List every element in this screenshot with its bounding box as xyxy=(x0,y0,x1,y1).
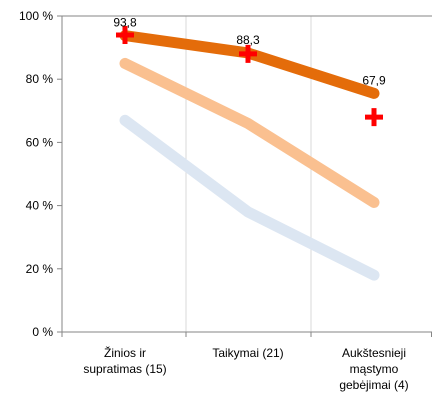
axes xyxy=(61,15,432,333)
y-tick-label: 40 % xyxy=(26,199,54,213)
category-label: Aukštesnieji mąstymo gebėjimai (4) xyxy=(339,346,408,392)
y-axis-ticks: 0 % 20 % 40 % 60 % 80 % 100 % xyxy=(19,9,432,339)
cross-marker xyxy=(239,44,257,63)
data-label: 67,9 xyxy=(362,73,386,87)
y-tick-label: 80 % xyxy=(26,72,54,86)
y-tick-label: 0 % xyxy=(32,325,53,339)
category-label-line: Aukštesnieji xyxy=(342,346,406,360)
series-markers xyxy=(116,25,383,127)
y-tick-label: 20 % xyxy=(26,262,54,276)
category-label-line: Žinios ir xyxy=(104,345,146,360)
category-label: Taikymai (21) xyxy=(212,346,283,360)
data-labels: 93,8 88,3 67,9 xyxy=(113,16,386,88)
series-line-2 xyxy=(119,57,380,208)
y-tick-label: 60 % xyxy=(26,135,54,149)
y-tick-label: 100 % xyxy=(19,9,53,23)
x-axis-categories: Žinios ir supratimas (15) Taikymai (21) Auk… xyxy=(83,345,408,392)
category-label: Žinios ir supratimas (15) xyxy=(83,345,166,376)
cross-marker xyxy=(116,25,134,44)
series-lines xyxy=(119,30,380,281)
category-label-line: Taikymai (21) xyxy=(212,346,283,360)
data-label: 88,3 xyxy=(236,33,260,47)
category-label-line: mąstymo xyxy=(350,362,399,376)
category-label-line: supratimas (15) xyxy=(83,362,166,376)
data-label: 93,8 xyxy=(113,16,137,30)
series-line-3 xyxy=(119,114,380,281)
cross-marker xyxy=(365,108,383,127)
category-label-line: gebėjimai (4) xyxy=(339,378,408,392)
